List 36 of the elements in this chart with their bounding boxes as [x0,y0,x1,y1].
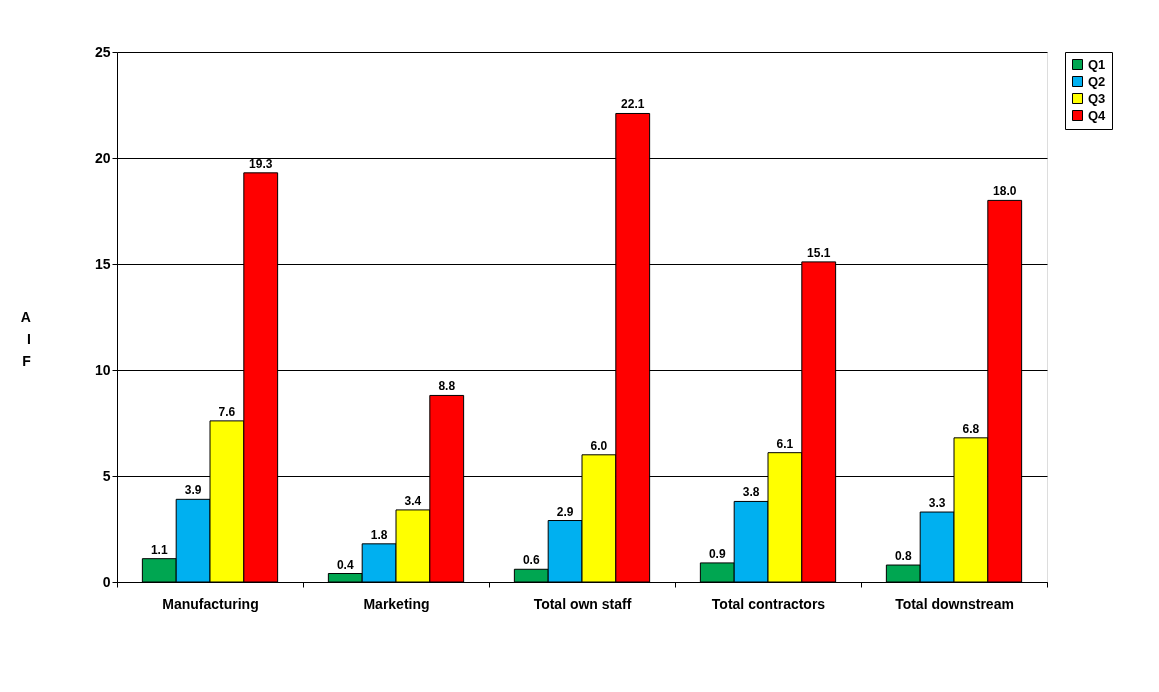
x-tick-label: Total own staff [533,595,632,612]
data-label: 6.1 [776,436,794,451]
y-axis-title: AIF [20,308,32,369]
y-tick-label: 5 [102,467,111,484]
x-tick-label: Total downstream [895,595,1014,612]
data-label: 0.6 [522,553,540,568]
y-tick-label: 15 [94,255,111,272]
data-label: 6.8 [962,421,980,436]
x-tick-label: Manufacturing [162,595,259,612]
data-label: 1.1 [150,542,168,557]
legend-label: Q4 [1088,107,1107,123]
data-label: 19.3 [249,156,273,171]
data-label: 7.6 [218,404,236,419]
legend-label: Q2 [1088,73,1106,89]
data-label: 8.8 [438,379,456,394]
data-label: 0.4 [336,557,354,572]
y-tick-label: 25 [94,43,111,60]
data-label: 2.9 [556,504,574,519]
data-label: 3.9 [184,483,202,498]
y-tick-label: 20 [94,149,111,166]
y-tick-label: 10 [94,361,111,378]
x-tick-label: Marketing [363,595,430,612]
data-label: 3.4 [404,493,422,508]
data-label: 6.0 [590,438,608,453]
x-tick-label: Total contractors [711,595,826,612]
data-label: 0.9 [708,546,726,561]
data-label: 18.0 [993,184,1017,199]
data-label: 0.8 [894,549,912,564]
y-tick-label: 0 [102,573,111,590]
data-label: 22.1 [621,97,645,112]
data-label: 3.8 [742,485,760,500]
data-label: 1.8 [370,527,388,542]
data-label: 3.3 [928,496,946,511]
data-label: 15.1 [807,245,831,260]
legend-label: Q1 [1088,56,1106,72]
legend-label: Q3 [1088,90,1106,106]
